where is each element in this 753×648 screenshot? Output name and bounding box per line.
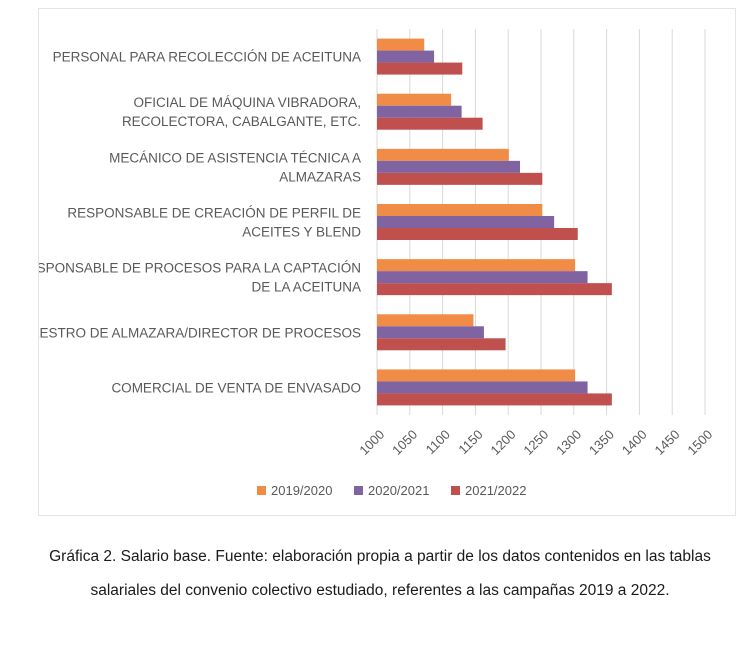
legend-swatch	[354, 486, 363, 495]
bar-2020-2021-0	[377, 50, 435, 63]
bar-2021-2022-3	[377, 228, 578, 240]
category-label: MAESTRO DE ALMAZARA/DIRECTOR DE PROCESOS	[39, 325, 361, 340]
x-tick-label: 1450	[652, 427, 683, 458]
category-label-line: COMERCIAL DE VENTA DE ENVASADO	[111, 380, 361, 395]
category-label: COMERCIAL DE VENTA DE ENVASADO	[111, 380, 361, 395]
category-label: MECÁNICO DE ASISTENCIA TÉCNICA A ALMAZARA…	[109, 150, 361, 184]
bar-2021-2022-2	[377, 172, 543, 185]
bar-2019-2020-5	[377, 314, 474, 327]
category-label-line: RESPONSABLE DE PROCESOS PARA LA CAPTACIÓ…	[39, 261, 361, 276]
x-tick-label: 1500	[684, 427, 715, 458]
x-tick-label: 1300	[553, 427, 584, 458]
bar-2020-2021-5	[377, 326, 484, 339]
bar-2021-2022-0	[377, 62, 463, 75]
legend-label: 2019/2020	[271, 483, 332, 498]
figure-caption: Gráfica 2. Salario base. Fuente: elabora…	[49, 548, 711, 599]
category-label-line: ACEITES Y BLEND	[242, 225, 361, 240]
bar-2019-2020-2	[377, 148, 509, 161]
x-tick-label: 1250	[520, 427, 551, 458]
bar-2021-2022-5	[377, 338, 506, 351]
bar-2020-2021-2	[377, 160, 521, 173]
bar-2019-2020-6	[377, 369, 576, 382]
bar-2019-2020-4	[377, 259, 576, 272]
category-label: RESPONSABLE DE PROCESOS PARA LA CAPTACIÓ…	[39, 261, 361, 295]
category-label: OFICIAL DE MÁQUINA VIBRADORA, RECOLECTORA…	[122, 95, 361, 129]
bar-2020-2021-6	[377, 381, 588, 394]
bar-2020-2021-4	[377, 271, 588, 284]
bar-2021-2022-1	[377, 117, 483, 130]
chart-frame: PERSONAL PARA RECOLECCIÓN DE ACEITUNA OFI…	[38, 8, 736, 516]
x-tick-label: 1050	[389, 427, 420, 458]
bar-2019-2020-3	[377, 204, 543, 216]
x-tick-label: 1400	[619, 427, 650, 458]
x-tick-label: 1350	[586, 427, 617, 458]
legend-swatch	[257, 486, 266, 495]
category-label-line: RESPONSABLE DE CREACIÓN DE PERFIL DE	[67, 206, 361, 221]
category-label: PERSONAL PARA RECOLECCIÓN DE ACEITUNA	[53, 50, 361, 65]
category-label: RESPONSABLE DE CREACIÓN DE PERFIL DE ACEI…	[67, 206, 361, 240]
legend-label: 2021/2022	[465, 483, 526, 498]
category-label-line: ALMAZARAS	[279, 169, 361, 184]
x-tick-label: 1100	[423, 427, 453, 457]
bar-2021-2022-4	[377, 283, 612, 296]
legend-label: 2020/2021	[368, 483, 429, 498]
bar-2019-2020-0	[377, 38, 425, 51]
bar-2021-2022-6	[377, 393, 612, 406]
category-label-line: MECÁNICO DE ASISTENCIA TÉCNICA A	[109, 150, 361, 165]
bar-chart: PERSONAL PARA RECOLECCIÓN DE ACEITUNA OFI…	[39, 29, 715, 498]
x-tick-label: 1150	[455, 427, 485, 457]
category-label-line: RECOLECTORA, CABALGANTE, ETC.	[122, 114, 361, 129]
category-label-line: OFICIAL DE MÁQUINA VIBRADORA,	[133, 95, 361, 110]
bar-2020-2021-1	[377, 105, 462, 118]
bar-2019-2020-1	[377, 93, 452, 106]
category-label-line: PERSONAL PARA RECOLECCIÓN DE ACEITUNA	[53, 50, 361, 65]
x-tick-label: 1200	[488, 427, 519, 458]
category-label-line: MAESTRO DE ALMAZARA/DIRECTOR DE PROCESOS	[39, 325, 361, 340]
bar-2020-2021-3	[377, 216, 555, 228]
x-tick-label: 1000	[356, 427, 387, 458]
legend-swatch	[451, 486, 460, 495]
category-label-line: DE LA ACEITUNA	[251, 280, 361, 295]
